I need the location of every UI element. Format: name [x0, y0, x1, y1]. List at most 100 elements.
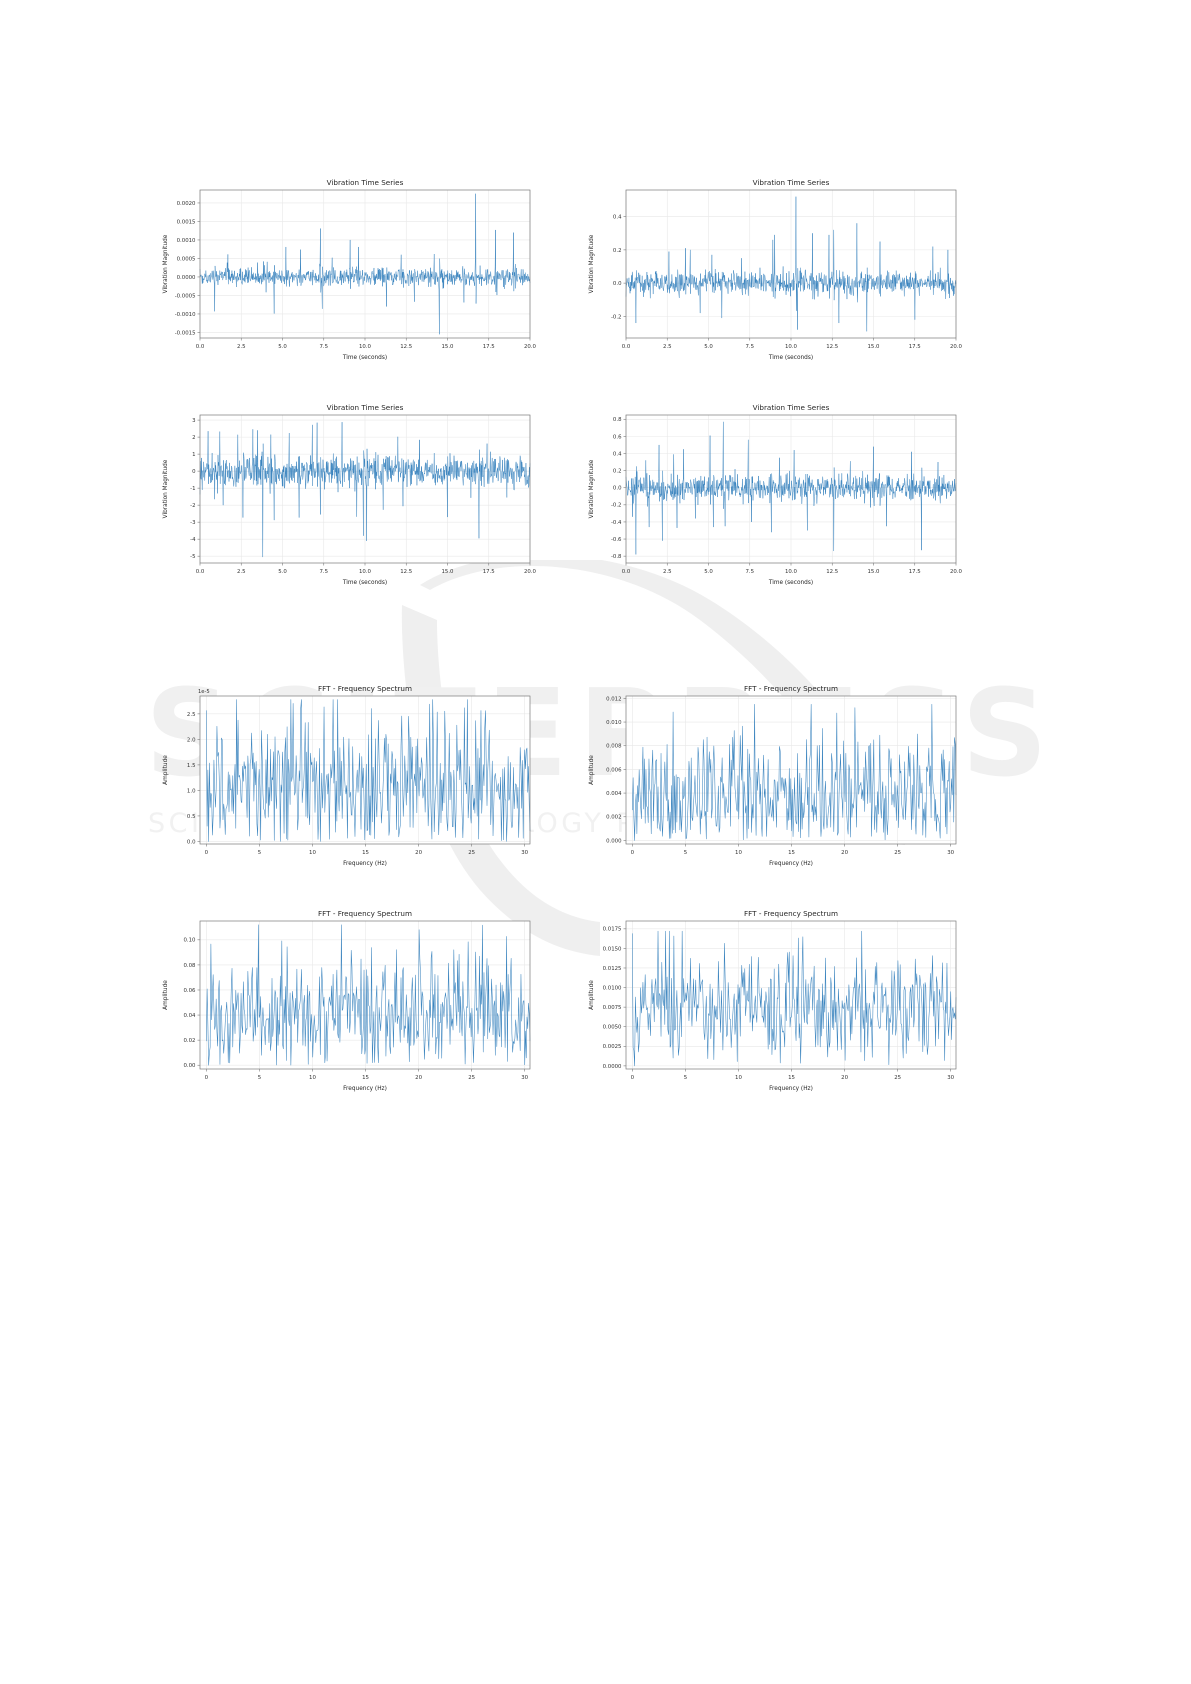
chart-vibration-1: 0.0 2.5 5.0 7.5 10.0 12.5 15.0 17.5 20.0 0.0020 0.… [152, 172, 540, 372]
chart-vibration-2: 0.0 2.5 5.0 7.5 10.0 12.5 15.0 17.5 20.0 0.4 0.2 0.… [578, 172, 966, 372]
y-axis-label: Amplitude [163, 755, 169, 785]
y-tick-label: 0.4 [613, 215, 622, 221]
x-tick-label: 25 [894, 1075, 901, 1081]
y-tick-label: 0.010 [606, 720, 622, 726]
x-tick-label: 20.0 [524, 569, 537, 575]
y-tick-label: 0.006 [606, 767, 622, 773]
y-tick-label: 1.0 [187, 788, 196, 794]
x-tick-label: 15 [362, 850, 369, 856]
chart-vibration-3: 0.0 2.5 5.0 7.5 10.0 12.5 15.0 17.5 20.0 3 2 1 0 -1 -2… [152, 397, 540, 597]
x-tick-label: 0.0 [196, 344, 205, 350]
x-tick-label: 0 [205, 850, 209, 856]
y-tick-label: 0.012 [606, 696, 621, 702]
plot-canvas: 0 5 10 15 20 25 30 0.0175 0.0150 0.0125 0.0100 0.00… [589, 909, 957, 1092]
y-tick-label: 0.5 [187, 814, 196, 820]
x-tick-label: 25 [468, 850, 475, 856]
data-series-line [206, 924, 531, 1066]
data-series-line [632, 930, 957, 1067]
y-tick-label: 0.10 [183, 938, 196, 944]
x-tick-label: 0.0 [622, 344, 631, 350]
x-tick-label: 7.5 [745, 344, 754, 350]
chart-fft-4: 0 5 10 15 20 25 30 0.0175 0.0150 0.0125 0.0100 0.00… [578, 903, 966, 1103]
x-tick-label: 15 [362, 1075, 369, 1081]
x-axis-label: Time (seconds) [342, 355, 387, 361]
y-tick-label: -0.0010 [175, 312, 196, 318]
y-tick-label: 0.000 [606, 838, 622, 844]
x-tick-label: 20.0 [950, 569, 963, 575]
y-tick-label: 0.0015 [177, 219, 196, 225]
x-axis-label: Time (seconds) [768, 355, 813, 361]
x-tick-label: 2.5 [663, 344, 672, 350]
x-tick-label: 15.0 [441, 569, 454, 575]
chart-title: Vibration Time Series [753, 403, 830, 412]
y-tick-label: -3 [190, 520, 195, 526]
y-tick-label: 2.0 [187, 737, 196, 743]
y-tick-label: 0.0175 [603, 927, 622, 933]
y-tick-label: -0.6 [611, 537, 622, 543]
x-tick-label: 10 [735, 850, 742, 856]
x-tick-label: 30 [521, 850, 528, 856]
chart-title: Vibration Time Series [753, 178, 830, 187]
y-axis-label: Vibration Magnitude [589, 234, 595, 293]
data-series-line [199, 193, 531, 335]
y-tick-label: 0.0150 [603, 946, 622, 952]
x-tick-label: 15.0 [441, 344, 454, 350]
y-tick-label: 2.5 [187, 712, 196, 718]
y-tick-label: 0.0075 [603, 1005, 622, 1011]
x-tick-label: 17.5 [483, 569, 495, 575]
x-tick-label: 5 [684, 1075, 687, 1081]
y-tick-label: 0.02 [183, 1038, 195, 1044]
x-tick-label: 5 [684, 850, 687, 856]
y-tick-label: -0.8 [611, 554, 622, 560]
y-tick-label: -2 [190, 503, 195, 509]
plot-canvas: 0 5 10 15 20 25 30 2.5 2.0 1.5 1.0 0.5 0.0 1e-5 FFT - … [163, 684, 531, 867]
y-axis-label: Amplitude [163, 980, 169, 1010]
plot-canvas: 0.0 2.5 5.0 7.5 10.0 12.5 15.0 17.5 20.0 0.4 0.2 0.… [589, 178, 963, 361]
x-tick-label: 15.0 [867, 569, 880, 575]
y-tick-label: -0.0015 [175, 330, 196, 336]
x-tick-label: 10.0 [785, 344, 798, 350]
x-tick-label: 7.5 [319, 569, 328, 575]
y-tick-label: 3 [192, 418, 195, 424]
y-tick-label: 0.0125 [603, 966, 622, 972]
x-tick-label: 30 [521, 1075, 528, 1081]
x-tick-label: 17.5 [909, 344, 921, 350]
x-tick-label: 2.5 [237, 344, 246, 350]
y-axis-offset-text: 1e-5 [198, 689, 210, 695]
y-tick-label: -0.2 [611, 314, 622, 320]
x-tick-label: 20.0 [950, 344, 963, 350]
axes-frame [625, 920, 957, 1070]
plot-canvas: 0 5 10 15 20 25 30 0.012 0.010 0.008 0.006 0.004 0.0… [589, 684, 957, 867]
chart-title: FFT - Frequency Spectrum [318, 909, 412, 918]
y-tick-label: -0.0005 [175, 293, 196, 299]
x-tick-label: 7.5 [319, 344, 328, 350]
x-tick-label: 25 [894, 850, 901, 856]
x-axis-label: Frequency (Hz) [343, 1086, 387, 1092]
y-tick-label: 0.6 [613, 434, 622, 440]
x-tick-label: 0 [631, 1075, 635, 1081]
y-tick-label: -0.2 [611, 503, 622, 509]
x-tick-label: 25 [468, 1075, 475, 1081]
y-tick-label: 0.06 [183, 988, 196, 994]
data-series-line [625, 196, 957, 332]
y-tick-label: 0.0010 [177, 238, 196, 244]
chart-title: Vibration Time Series [327, 178, 404, 187]
y-tick-label: 0.0050 [603, 1025, 622, 1031]
x-tick-label: 0.0 [622, 569, 631, 575]
x-tick-label: 5.0 [704, 344, 713, 350]
x-tick-label: 20 [841, 1075, 848, 1081]
y-tick-label: 0.4 [613, 451, 622, 457]
chart-title: Vibration Time Series [327, 403, 404, 412]
y-tick-label: 0.08 [183, 963, 196, 969]
y-tick-label: -4 [190, 537, 196, 543]
chart-title: FFT - Frequency Spectrum [318, 684, 412, 693]
x-tick-label: 15 [788, 850, 795, 856]
axes-frame [199, 920, 531, 1070]
x-tick-label: 7.5 [745, 569, 754, 575]
x-tick-label: 5 [258, 1075, 261, 1081]
x-tick-label: 5.0 [278, 569, 287, 575]
x-tick-label: 12.5 [826, 569, 838, 575]
y-axis-label: Vibration Magnitude [163, 234, 169, 293]
x-tick-label: 30 [947, 850, 954, 856]
